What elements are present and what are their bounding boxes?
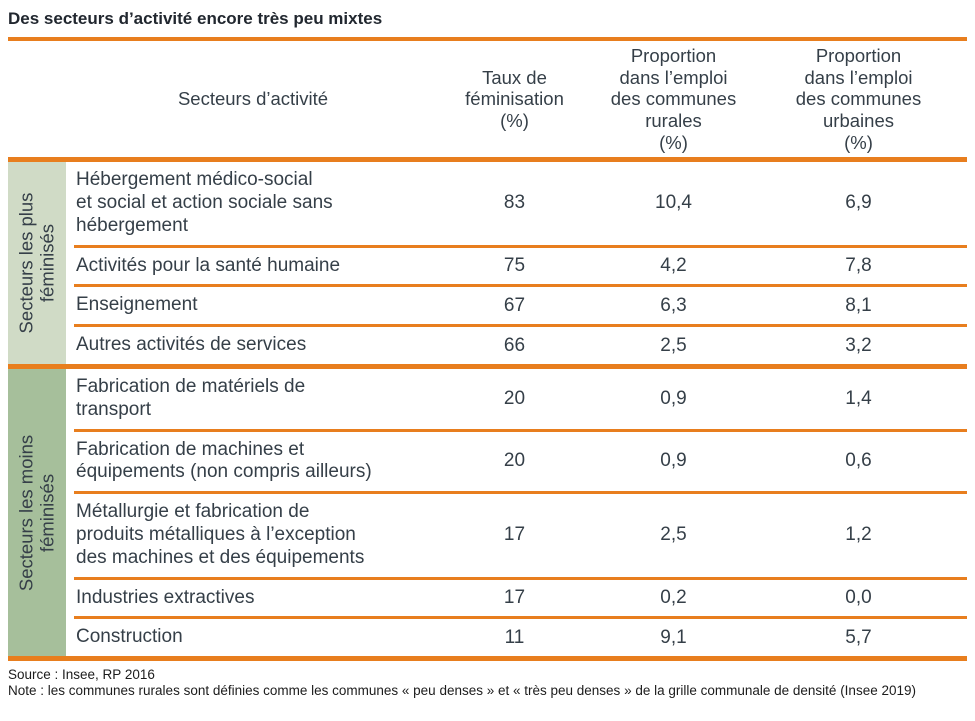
proportion-urbaine-value: 3,2	[845, 334, 872, 356]
group-label-line: Secteurs les moins	[15, 434, 37, 591]
group-label-moins: Secteurs les moins féminisés	[15, 434, 57, 591]
header-line: féminisation	[465, 88, 564, 110]
taux-feminisation-value: 17	[503, 587, 526, 608]
sector-name-line: équipements (non compris ailleurs)	[76, 461, 372, 483]
header-line: (%)	[659, 131, 688, 153]
sector-name-cell: Fabrication de machines et équipements (…	[74, 432, 432, 492]
footnotes: Source : Insee, RP 2016 Note : les commu…	[8, 667, 967, 699]
taux-feminisation-value: 83	[503, 192, 526, 214]
taux-feminisation-value: 67	[503, 294, 526, 316]
proportion-rurale-value: 4,2	[660, 255, 687, 277]
table-row: Enseignement 67 6,3 8,1	[74, 284, 967, 324]
header-line: des communes	[795, 88, 922, 110]
column-header-secteurs: Secteurs d’activité	[177, 88, 329, 110]
column-header-taux-feminisation: Taux de féminisation (%)	[432, 67, 597, 132]
proportion-urbaine-value: 1,4	[845, 387, 872, 409]
proportion-urbaine-value: 0,6	[845, 450, 872, 472]
table-row: Fabrication de matériels de transport 20…	[74, 369, 967, 429]
proportion-rurale-value: 0,2	[660, 587, 687, 608]
table-header-row: Secteurs d’activité Taux de féminisation…	[8, 41, 967, 157]
group-rows: Fabrication de matériels de transport 20…	[74, 369, 967, 656]
taux-feminisation-value: 66	[503, 334, 526, 356]
definition-note: Note : les communes rurales sont définie…	[8, 683, 916, 699]
figure-title: Des secteurs d’activité encore très peu …	[8, 9, 383, 28]
sector-name-line: Enseignement	[76, 294, 198, 316]
proportion-rurale-value: 2,5	[660, 524, 687, 546]
sector-name-cell: Autres activités de services	[74, 327, 432, 364]
sector-name-cell: Métallurgie et fabrication de produits m…	[74, 494, 432, 576]
bottom-divider	[8, 656, 967, 662]
table-row: Activités pour la santé humaine 75 4,2 7…	[74, 244, 967, 285]
group-divider	[8, 364, 967, 370]
table-row: Industries extractives 17 0,2 0,0	[74, 576, 967, 617]
proportion-urbaine-value: 8,1	[845, 294, 872, 316]
column-header-communes-rurales: Proportion dans l’emploi des communes ru…	[597, 45, 750, 153]
proportion-rurale-value: 2,5	[660, 334, 687, 356]
sector-name-line: Métallurgie et fabrication de	[76, 501, 310, 523]
proportion-urbaine-value: 1,2	[845, 524, 872, 546]
row-group-plus-feminises: Secteurs les plus féminisés Hébergement …	[8, 162, 967, 365]
sector-name-line: des machines et des équipements	[76, 546, 365, 568]
sector-name-line: hébergement	[76, 214, 188, 236]
header-line: (%)	[844, 131, 873, 153]
sector-name-line: Activités pour la santé humaine	[76, 254, 341, 276]
table-row: Fabrication de machines et équipements (…	[74, 428, 967, 492]
sector-name-line: Industries extractives	[76, 586, 255, 608]
group-label-line: féminisés	[36, 473, 57, 552]
sector-name-line: Fabrication de machines et	[76, 438, 305, 460]
proportion-rurale-value: 9,1	[660, 626, 687, 648]
column-header-communes-urbaines: Proportion dans l’emploi des communes ur…	[750, 45, 967, 153]
title-divider	[8, 37, 967, 42]
taux-feminisation-value: 20	[503, 450, 526, 472]
source-note: Source : Insee, RP 2016	[8, 667, 155, 683]
table-figure: Des secteurs d’activité encore très peu …	[8, 9, 967, 699]
proportion-urbaine-value: 5,7	[845, 626, 872, 648]
header-line: rurales	[645, 110, 702, 132]
sector-name-line: et social et action sociale sans	[76, 192, 333, 214]
table-row: Construction 11 9,1 5,7	[74, 616, 967, 656]
taux-feminisation-value: 75	[503, 255, 526, 277]
proportion-urbaine-value: 0,0	[845, 587, 872, 608]
header-line: Proportion	[815, 45, 902, 67]
header-line: Proportion	[630, 45, 717, 67]
sector-name-cell: Construction	[74, 619, 432, 656]
group-label-bar-moins: Secteurs les moins féminisés	[8, 369, 66, 657]
sector-name-cell: Fabrication de matériels de transport	[74, 369, 432, 429]
sector-name-line: Fabrication de matériels de	[76, 376, 306, 398]
header-line: urbaines	[823, 110, 894, 132]
sector-name-cell: Industries extractives	[74, 580, 432, 617]
sector-name-line: Hébergement médico-social	[76, 169, 313, 191]
proportion-urbaine-value: 7,8	[845, 255, 872, 277]
proportion-rurale-value: 6,3	[660, 294, 687, 316]
table-row: Autres activités de services 66 2,5 3,2	[74, 324, 967, 364]
group-rows: Hébergement médico-social et social et a…	[74, 162, 967, 364]
group-label-line: féminisés	[36, 224, 57, 303]
table-row: Métallurgie et fabrication de produits m…	[74, 491, 967, 576]
sector-name-cell: Activités pour la santé humaine	[74, 248, 432, 285]
header-line: (%)	[500, 110, 529, 132]
header-line: dans l’emploi	[804, 66, 913, 88]
taux-feminisation-value: 20	[503, 387, 526, 409]
proportion-rurale-value: 0,9	[660, 450, 687, 472]
proportion-rurale-value: 0,9	[660, 387, 687, 409]
group-label-bar-plus: Secteurs les plus féminisés	[8, 162, 66, 365]
group-label-line: Secteurs les plus	[15, 192, 37, 334]
taux-feminisation-value: 17	[503, 524, 526, 546]
sector-name-line: Construction	[76, 626, 183, 648]
header-line: Taux de	[482, 66, 547, 88]
table-row: Hébergement médico-social et social et a…	[74, 162, 967, 244]
header-line: dans l’emploi	[619, 66, 728, 88]
header-line: des communes	[610, 88, 737, 110]
sector-name-line: produits métalliques à l’exception	[76, 524, 356, 546]
taux-feminisation-value: 11	[504, 626, 525, 648]
sector-name-cell: Hébergement médico-social et social et a…	[74, 162, 432, 244]
sector-name-cell: Enseignement	[74, 287, 432, 324]
group-label-plus: Secteurs les plus féminisés	[15, 192, 57, 334]
sector-name-line: transport	[76, 398, 151, 420]
header-divider	[8, 157, 967, 163]
proportion-rurale-value: 10,4	[655, 192, 692, 214]
sector-name-line: Autres activités de services	[76, 334, 307, 356]
proportion-urbaine-value: 6,9	[845, 192, 872, 214]
row-group-moins-feminises: Secteurs les moins féminisés Fabrication…	[8, 369, 967, 657]
